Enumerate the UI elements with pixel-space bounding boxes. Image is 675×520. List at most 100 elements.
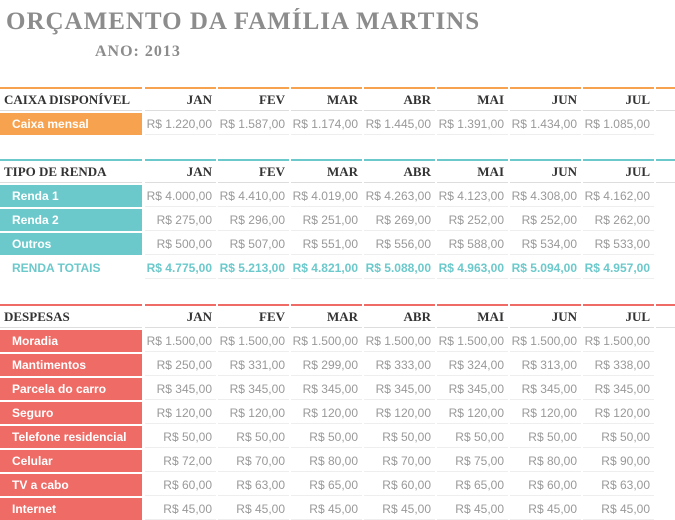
cell: R$ 63,00: [583, 474, 654, 496]
cell: R$ 63,00: [218, 474, 289, 496]
cell: R$ 50,00: [145, 426, 216, 448]
cell: R$ 1.445,00: [364, 113, 435, 135]
cell: R$ 345,00: [145, 378, 216, 400]
cell: R$ 345,00: [437, 378, 508, 400]
cell: R$ 45,00: [437, 498, 508, 520]
cell: R$ 313,00: [510, 354, 581, 376]
cell: R$ 120,00: [145, 402, 216, 424]
month-header: ABR: [364, 159, 435, 183]
cell: R$ 1.500,00: [218, 330, 289, 352]
cell: R$ 45,00: [145, 498, 216, 520]
cell: R$ 1.500,00: [291, 330, 362, 352]
cell: R$ 251,00: [291, 209, 362, 231]
total-cell: R$ 4.957,00: [583, 257, 654, 279]
cell: R$ 1.434,00: [510, 113, 581, 135]
cell: R$ 1.391,00: [437, 113, 508, 135]
section-title: TIPO DE RENDA: [0, 159, 142, 183]
cell: R$ 4.162,00: [583, 185, 654, 207]
cell: R$ 250,00: [145, 354, 216, 376]
row-label: Caixa mensal: [0, 113, 142, 135]
total-cell: R$ 5.094,00: [510, 257, 581, 279]
cell: R$ 299,00: [291, 354, 362, 376]
cell: R$ 1.220,00: [145, 113, 216, 135]
row-label: Mantimentos: [0, 354, 142, 376]
row-label: Parcela do carro: [0, 378, 142, 400]
month-header: JUN: [510, 159, 581, 183]
row-label: Renda 1: [0, 185, 142, 207]
cell: R$ 1.500,00: [510, 330, 581, 352]
cell: R$ 72,00: [145, 450, 216, 472]
cell: R$ 551,00: [291, 233, 362, 255]
cell: R$ 45,00: [291, 498, 362, 520]
cell: R$ 556,00: [364, 233, 435, 255]
row-label: Moradia: [0, 330, 142, 352]
month-header: MAR: [291, 304, 362, 328]
cell: R$ 1.500,00: [583, 330, 654, 352]
cell: R$ 60,00: [510, 474, 581, 496]
cell: R$ 345,00: [291, 378, 362, 400]
cell: R$ 50,00: [583, 426, 654, 448]
cell: R$ 60,00: [145, 474, 216, 496]
total-cell: R$ 4.963,00: [437, 257, 508, 279]
row-label: Seguro: [0, 402, 142, 424]
row-label: Telefone residencial: [0, 426, 142, 448]
cell: R$ 507,00: [218, 233, 289, 255]
month-header: JUL: [583, 159, 654, 183]
cell: R$ 120,00: [291, 402, 362, 424]
month-header: FEV: [218, 304, 289, 328]
cell: R$ 80,00: [510, 450, 581, 472]
cell: R$ 80,00: [291, 450, 362, 472]
column-edge: [656, 304, 675, 328]
month-header: MAI: [437, 159, 508, 183]
cell: R$ 533,00: [583, 233, 654, 255]
cell: R$ 120,00: [437, 402, 508, 424]
cell: R$ 120,00: [583, 402, 654, 424]
cell: R$ 70,00: [364, 450, 435, 472]
row-label: Renda 2: [0, 209, 142, 231]
total-cell: R$ 4.775,00: [145, 257, 216, 279]
cell: R$ 45,00: [218, 498, 289, 520]
row-label: Celular: [0, 450, 142, 472]
cell: R$ 252,00: [510, 209, 581, 231]
cell: R$ 45,00: [364, 498, 435, 520]
cell: R$ 345,00: [364, 378, 435, 400]
row-label: TV a cabo: [0, 474, 142, 496]
month-header: JAN: [145, 304, 216, 328]
cell: R$ 120,00: [510, 402, 581, 424]
cell: R$ 1.587,00: [218, 113, 289, 135]
cell: R$ 70,00: [218, 450, 289, 472]
cell: R$ 65,00: [291, 474, 362, 496]
cell: R$ 1.500,00: [364, 330, 435, 352]
month-header: JUL: [583, 304, 654, 328]
month-header: ABR: [364, 87, 435, 111]
cell: R$ 4.123,00: [437, 185, 508, 207]
month-header: JUL: [583, 87, 654, 111]
cell: R$ 588,00: [437, 233, 508, 255]
cell: R$ 65,00: [437, 474, 508, 496]
cell: R$ 120,00: [364, 402, 435, 424]
section-title: CAIXA DISPONÍVEL: [0, 87, 142, 111]
cell: R$ 262,00: [583, 209, 654, 231]
cell: R$ 75,00: [437, 450, 508, 472]
cell: R$ 4.410,00: [218, 185, 289, 207]
cell: R$ 4.308,00: [510, 185, 581, 207]
month-header: MAI: [437, 304, 508, 328]
cell: R$ 50,00: [218, 426, 289, 448]
cell: R$ 534,00: [510, 233, 581, 255]
cell: R$ 90,00: [583, 450, 654, 472]
cell: R$ 338,00: [583, 354, 654, 376]
cell: R$ 269,00: [364, 209, 435, 231]
month-header: JAN: [145, 159, 216, 183]
month-header: FEV: [218, 87, 289, 111]
cell: R$ 324,00: [437, 354, 508, 376]
month-header: JUN: [510, 304, 581, 328]
cell: R$ 1.174,00: [291, 113, 362, 135]
column-edge: [656, 159, 675, 183]
section-title: DESPESAS: [0, 304, 142, 328]
cell: R$ 500,00: [145, 233, 216, 255]
cell: R$ 50,00: [291, 426, 362, 448]
cell: R$ 345,00: [218, 378, 289, 400]
cell: R$ 50,00: [437, 426, 508, 448]
cell: R$ 252,00: [437, 209, 508, 231]
